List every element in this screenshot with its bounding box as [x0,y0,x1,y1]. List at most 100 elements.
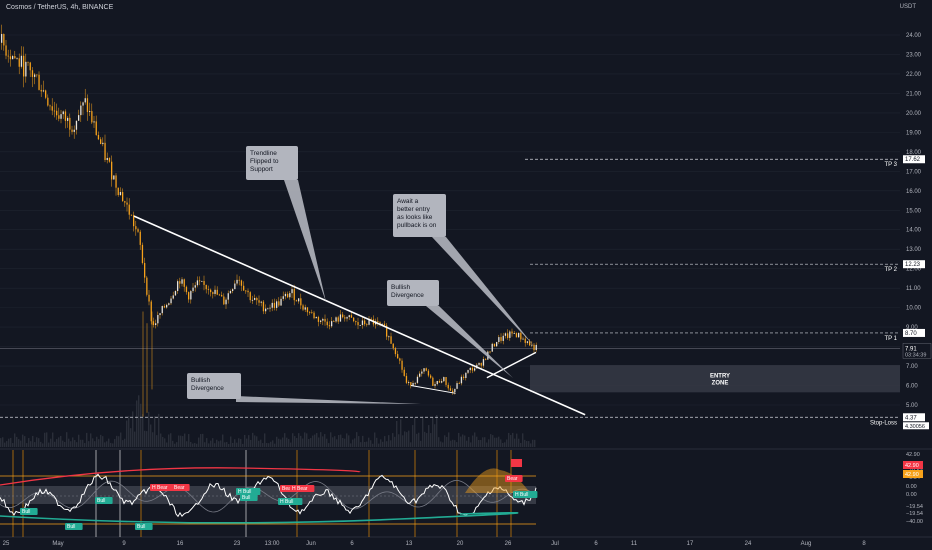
volume-bar [460,436,462,447]
callout-bullish-divergence-upper-text: Bullish [391,284,411,291]
candle-body [60,114,62,119]
candle-body [133,215,135,227]
volume-bar [282,437,284,447]
osc-signal-badge [290,485,315,492]
volume-bar [388,435,390,447]
candle-body [403,369,405,376]
volume-bar [126,420,128,447]
volume-histogram [0,395,536,447]
osc-signal-badge [65,523,83,530]
candle-body [16,58,18,60]
volume-bar [112,443,114,447]
volume-bar [50,438,52,447]
symbol-title[interactable]: Cosmos / TetherUS, 4h, BINANCE [6,4,114,11]
candle-body [124,201,126,203]
candle-body [504,333,507,336]
candle-body [128,204,130,215]
volume-bar [224,442,226,447]
candle-body [304,307,306,310]
volume-bar [98,439,100,447]
price-tick-label: 24.00 [906,33,922,39]
volume-bar [418,432,420,447]
volume-bar [462,434,464,447]
candle-body [388,336,390,338]
volume-bar [76,442,78,447]
volume-bar [256,436,258,447]
trendline-drawings[interactable] [133,215,586,416]
price-tick-label: 19.00 [906,130,922,136]
candle-body [91,111,93,123]
candle-body [155,323,157,326]
candle-body [192,287,194,292]
volume-bar [500,439,502,447]
candle-body [221,295,223,297]
volume-bar [358,436,360,447]
time-axis[interactable]: 25 May 9 16 23 13:00 Jun 6 13 20 26 Jul 6 11 17 24 Aug 8 [3,541,867,547]
entry-zone-box[interactable] [530,365,900,393]
time-tick-label: 25 [3,541,10,547]
candle-body [397,354,399,359]
volume-bar [218,441,220,447]
volume-bar [444,435,446,447]
candle-body [282,296,284,299]
volume-bar [474,432,476,447]
candle-body [25,61,27,77]
volume-bar [274,443,276,447]
target-levels: TP 3 TP 2 TP 1 Stop-Loss [0,158,900,426]
callout-trendline-tail [284,180,326,302]
volume-bar [514,438,516,447]
support-line [486,351,537,379]
price-tick-label: 13.00 [906,247,922,253]
time-tick-label: 24 [745,541,752,547]
candle-body [104,142,106,161]
level-price-badge-tp3 [903,155,925,164]
candle-body [425,368,427,371]
extra-axis-badge-text: 4.30056 [905,424,925,430]
volume-bar [350,443,352,447]
candle-body [168,303,170,305]
volume-bar [48,442,50,447]
volume-bar [196,443,198,447]
volume-bar [66,432,68,447]
osc-signal-text: Bear [174,485,185,491]
price-axis[interactable]: 24.00 23.00 22.00 21.00 20.00 19.00 18.00 17.00… [902,33,932,430]
volume-bar [180,435,182,447]
candle-body [14,56,16,59]
volume-bar [8,438,10,447]
osc-signal-text: Bull [242,495,250,501]
candle-body [485,359,487,360]
candle-body [333,321,335,322]
candle-body [405,375,408,383]
candle-body [7,55,9,57]
candle-body [350,315,353,318]
candle-body [335,317,337,322]
callout-trendline-box [246,146,298,180]
volume-bar [328,443,330,447]
candle-body [262,301,265,312]
volume-bar [68,438,70,447]
candle-body [324,318,326,322]
volume-bar [28,438,30,447]
candle-body [278,301,280,306]
volume-bar [380,439,382,447]
candle-body [423,368,425,372]
volume-bar [262,443,264,447]
volume-bar [342,437,344,447]
candle-body [34,74,36,77]
volume-bar [210,440,212,447]
callout-pullback-box [393,194,446,237]
candle-body [172,295,174,299]
volume-bar [286,437,288,447]
divergence-line [410,385,456,394]
candle-body [430,375,432,378]
candle-body [214,289,216,294]
volume-bar [356,432,358,447]
price-tick-label: 18.00 [906,150,922,156]
candle-body [311,312,313,314]
candle-body [203,280,205,285]
candle-body [47,97,49,106]
volume-bar [84,443,86,447]
candle-body [117,187,119,196]
